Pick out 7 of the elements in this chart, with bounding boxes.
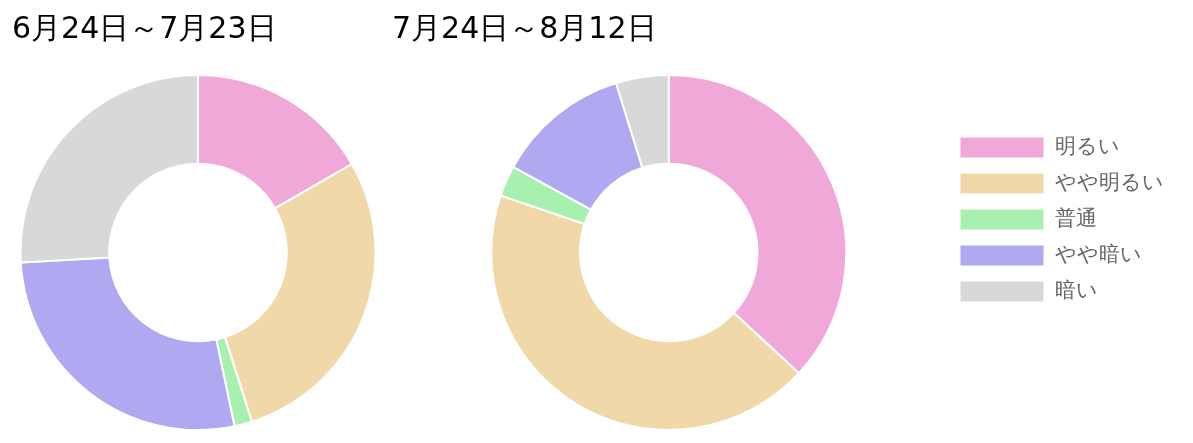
legend-label: 明るい: [1055, 133, 1120, 158]
chart-title: 7月24日～8月12日: [392, 9, 657, 45]
legend-label: 普通: [1055, 205, 1097, 230]
legend-label: やや暗い: [1055, 241, 1142, 266]
legend-label: 暗い: [1055, 277, 1098, 302]
legend-label: やや明るい: [1055, 169, 1164, 194]
chart-title: 6月24日～7月23日: [12, 9, 277, 45]
